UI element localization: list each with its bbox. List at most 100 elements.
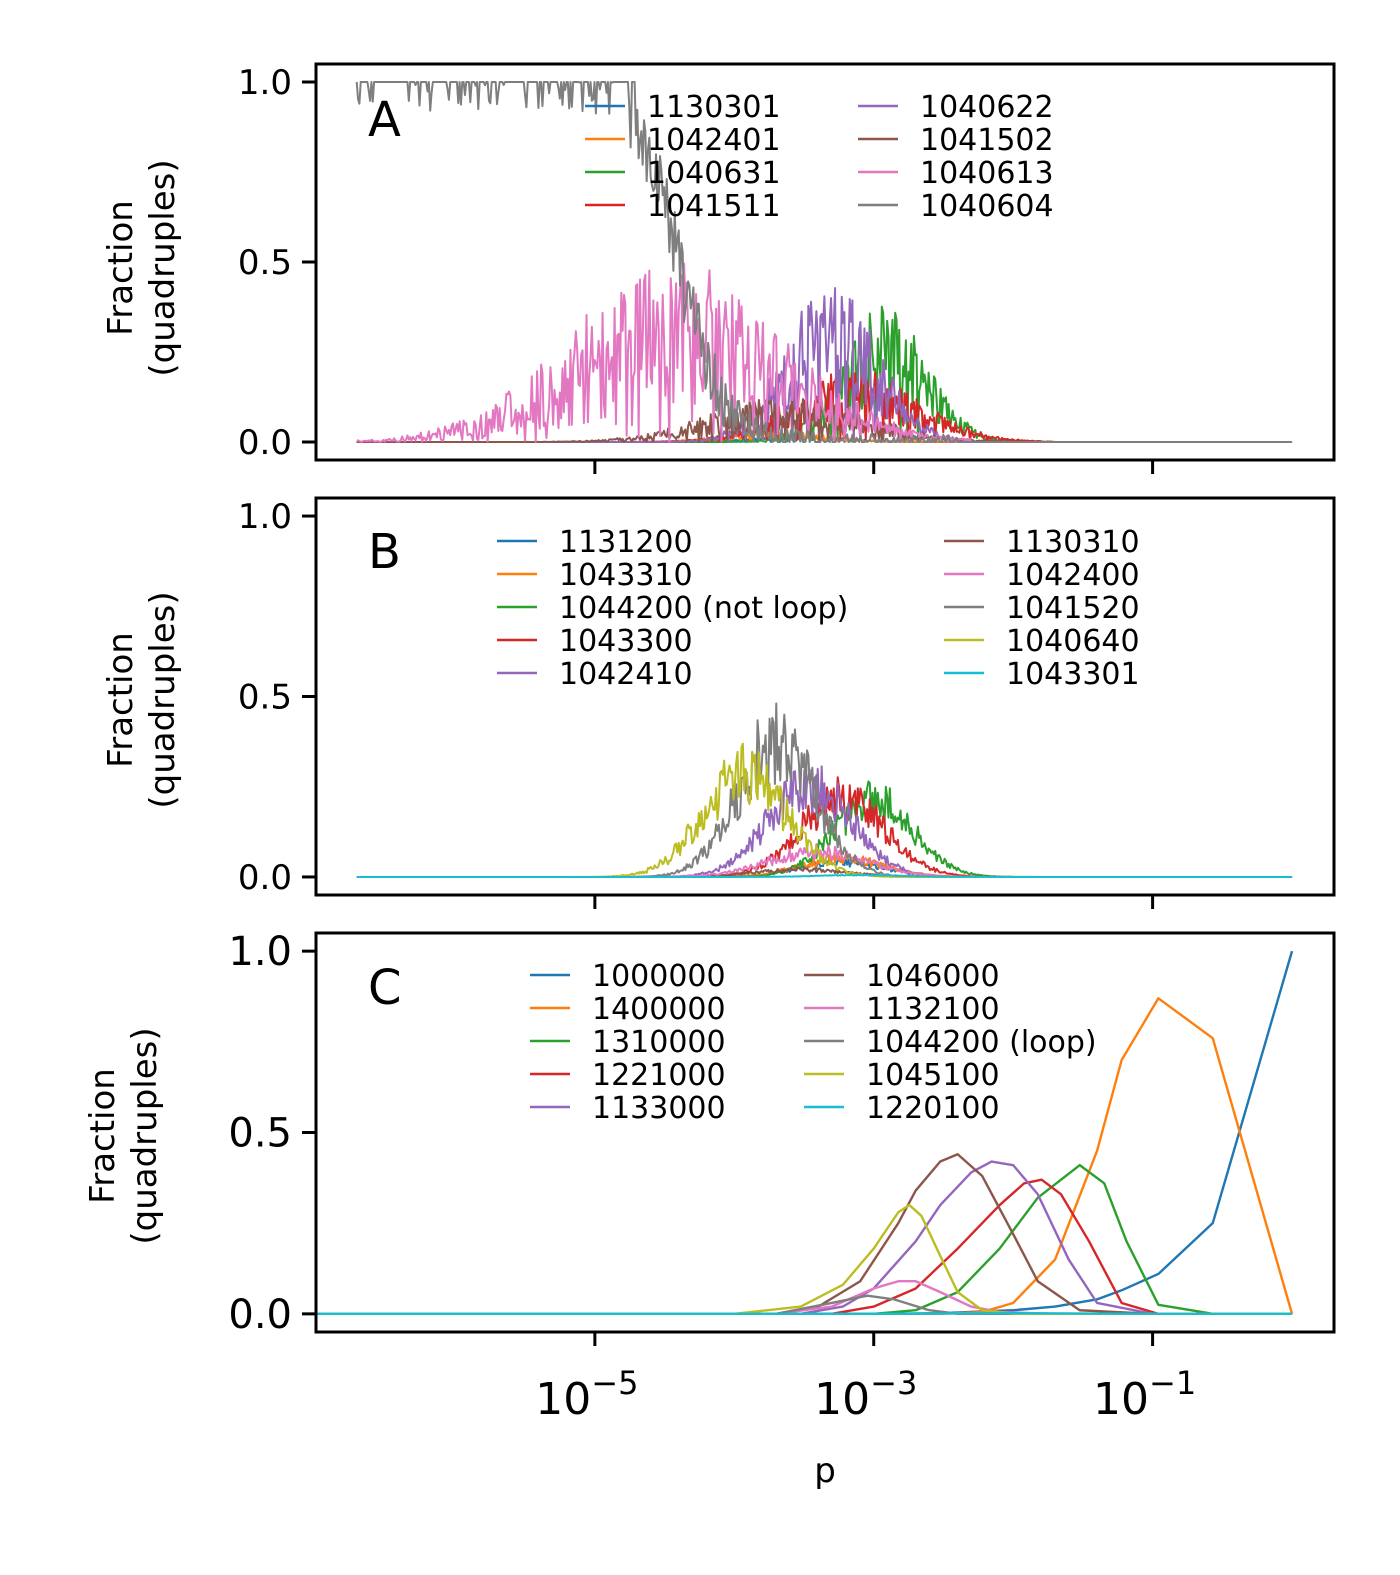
y-tick-label-c-1: 0.5 xyxy=(228,1111,292,1157)
legend-label-a-1040622: 1040622 xyxy=(920,90,1054,125)
y-tick-label-b-1: 0.5 xyxy=(238,678,292,718)
panel-label-c: C xyxy=(368,960,402,1016)
legend-label-b-1042400: 1042400 xyxy=(1006,558,1140,593)
legend-label-c-1400000: 1400000 xyxy=(592,992,726,1027)
legend-label-b-1044200-not-loop: 1044200 (not loop) xyxy=(559,591,848,626)
legend-item-b-1044200-not-loop: 1044200 (not loop) xyxy=(497,591,848,626)
y-axis-label-a-line2: (quadruples) xyxy=(143,159,183,376)
y-axis-a: 0.0 0.5 1.0 xyxy=(238,63,316,463)
x-axis-a xyxy=(593,460,1155,474)
x-tick-label-2: 10−1 xyxy=(1093,1364,1196,1425)
panel-a: 0.0 0.5 1.0 A Fraction (quadruples) 113030… xyxy=(101,62,1336,474)
series-layer-b xyxy=(356,702,1293,878)
plot-area-c xyxy=(316,933,1334,1332)
legend-label-a-1041511: 1041511 xyxy=(647,189,781,224)
panel-c: 0.0 0.5 1.0 10−5 10−3 10−1 C Fraction (quadr… xyxy=(83,929,1336,1491)
legend-label-c-1000000: 1000000 xyxy=(592,959,726,994)
legend-item-a-1040622: 1040622 xyxy=(858,90,1054,125)
legend-label-a-1041502: 1041502 xyxy=(920,123,1054,158)
legend-label-b-1043310: 1043310 xyxy=(559,558,693,593)
series-line-b-1043301 xyxy=(356,873,1293,878)
legend-item-b-1131200: 1131200 xyxy=(497,525,693,560)
legend-label-c-1133000: 1133000 xyxy=(592,1091,726,1126)
series-line-c-1220100 xyxy=(316,1311,1293,1316)
series-line-c-1046000 xyxy=(316,1153,1293,1316)
legend-label-a-1040631: 1040631 xyxy=(647,156,781,191)
legend-item-b-1042410: 1042410 xyxy=(497,657,693,692)
legend-item-b-1040640: 1040640 xyxy=(944,624,1140,659)
legend-label-a-1040604: 1040604 xyxy=(920,189,1054,224)
legend-item-b-1130310: 1130310 xyxy=(944,525,1140,560)
y-axis-label-b-line1: Fraction xyxy=(101,632,141,768)
y-tick-label-c-0: 0.0 xyxy=(228,1292,292,1338)
legend-label-c-1221000: 1221000 xyxy=(592,1058,726,1093)
panel-label-b: B xyxy=(368,524,401,580)
legend-item-c-1221000: 1221000 xyxy=(530,1058,726,1093)
legend-item-b-1043300: 1043300 xyxy=(497,624,693,659)
legend-item-a-1040604: 1040604 xyxy=(858,189,1054,224)
legend-label-b-1042410: 1042410 xyxy=(559,657,693,692)
legend-label-b-1131200: 1131200 xyxy=(559,525,693,560)
x-axis-b xyxy=(593,895,1155,909)
y-axis-c: 0.0 0.5 1.0 xyxy=(228,929,316,1338)
legend-label-c-1220100: 1220100 xyxy=(866,1091,1000,1126)
legend-item-c-1133000: 1133000 xyxy=(530,1091,726,1126)
series-layer-c xyxy=(316,950,1294,1316)
legend-item-c-1000000: 1000000 xyxy=(530,959,726,994)
legend-item-a-1041511: 1041511 xyxy=(585,189,781,224)
y-tick-label-a-1: 0.5 xyxy=(238,243,292,283)
legend-label-b-1040640: 1040640 xyxy=(1006,624,1140,659)
y-tick-label-a-2: 1.0 xyxy=(238,63,292,103)
legend-label-a-1042401: 1042401 xyxy=(647,123,781,158)
legend-item-c-1044200-loop: 1044200 (loop) xyxy=(804,1025,1097,1060)
series-line-c-1045100 xyxy=(316,1203,1293,1316)
y-axis-label-b-line2: (quadruples) xyxy=(143,591,183,808)
legend-item-b-1042400: 1042400 xyxy=(944,558,1140,593)
legend-label-a-1130301: 1130301 xyxy=(647,90,781,125)
y-tick-label-b-0: 0.0 xyxy=(238,858,292,898)
series-line-c-1133000 xyxy=(316,1160,1293,1316)
y-tick-label-b-2: 1.0 xyxy=(238,497,292,537)
x-axis-label: p xyxy=(814,1451,836,1491)
legend-label-b-1043300: 1043300 xyxy=(559,624,693,659)
legend-item-b-1041520: 1041520 xyxy=(944,591,1140,626)
legend-label-a-1040613: 1040613 xyxy=(920,156,1054,191)
x-tick-label-1: 10−3 xyxy=(814,1364,917,1425)
y-axis-b: 0.0 0.5 1.0 xyxy=(238,497,316,898)
y-tick-label-c-2: 1.0 xyxy=(228,929,292,975)
y-axis-label-c-line2: (quadruples) xyxy=(125,1027,165,1244)
panel-b: 0.0 0.5 1.0 B Fraction (quadruples) 113120… xyxy=(101,496,1336,909)
x-tick-label-0: 10−5 xyxy=(535,1364,638,1425)
legend-item-a-1041502: 1041502 xyxy=(858,123,1054,158)
legend-item-a-1130301: 1130301 xyxy=(585,90,781,125)
series-line-c-1221000 xyxy=(316,1178,1293,1316)
legend-label-c-1132100: 1132100 xyxy=(866,992,1000,1027)
panel-label-a: A xyxy=(368,92,401,148)
x-axis-c: 10−5 10−3 10−1 xyxy=(535,1332,1196,1425)
legend-item-a-1040613: 1040613 xyxy=(858,156,1054,191)
legend-item-c-1400000: 1400000 xyxy=(530,992,726,1027)
series-line-a-1040604 xyxy=(355,81,1293,443)
series-line-c-1310000 xyxy=(316,1163,1293,1316)
series-layer-a xyxy=(355,81,1293,443)
y-axis-label-c-line1: Fraction xyxy=(83,1068,123,1204)
y-axis-label-a-line1: Fraction xyxy=(101,200,141,336)
legend-item-c-1046000: 1046000 xyxy=(804,959,1000,994)
legend-label-c-1044200-loop: 1044200 (loop) xyxy=(866,1025,1097,1060)
legend-item-c-1310000: 1310000 xyxy=(530,1025,726,1060)
legend-item-a-1040631: 1040631 xyxy=(585,156,781,191)
legend-item-b-1043310: 1043310 xyxy=(497,558,693,593)
legend-label-b-1041520: 1041520 xyxy=(1006,591,1140,626)
y-tick-label-a-0: 0.0 xyxy=(238,423,292,463)
legend-item-c-1045100: 1045100 xyxy=(804,1058,1000,1093)
legend-label-c-1310000: 1310000 xyxy=(592,1025,726,1060)
legend-label-c-1045100: 1045100 xyxy=(866,1058,1000,1093)
legend-item-a-1042401: 1042401 xyxy=(585,123,781,158)
legend-item-c-1220100: 1220100 xyxy=(804,1091,1000,1126)
legend-item-c-1132100: 1132100 xyxy=(804,992,1000,1027)
legend-label-b-1130310: 1130310 xyxy=(1006,525,1140,560)
